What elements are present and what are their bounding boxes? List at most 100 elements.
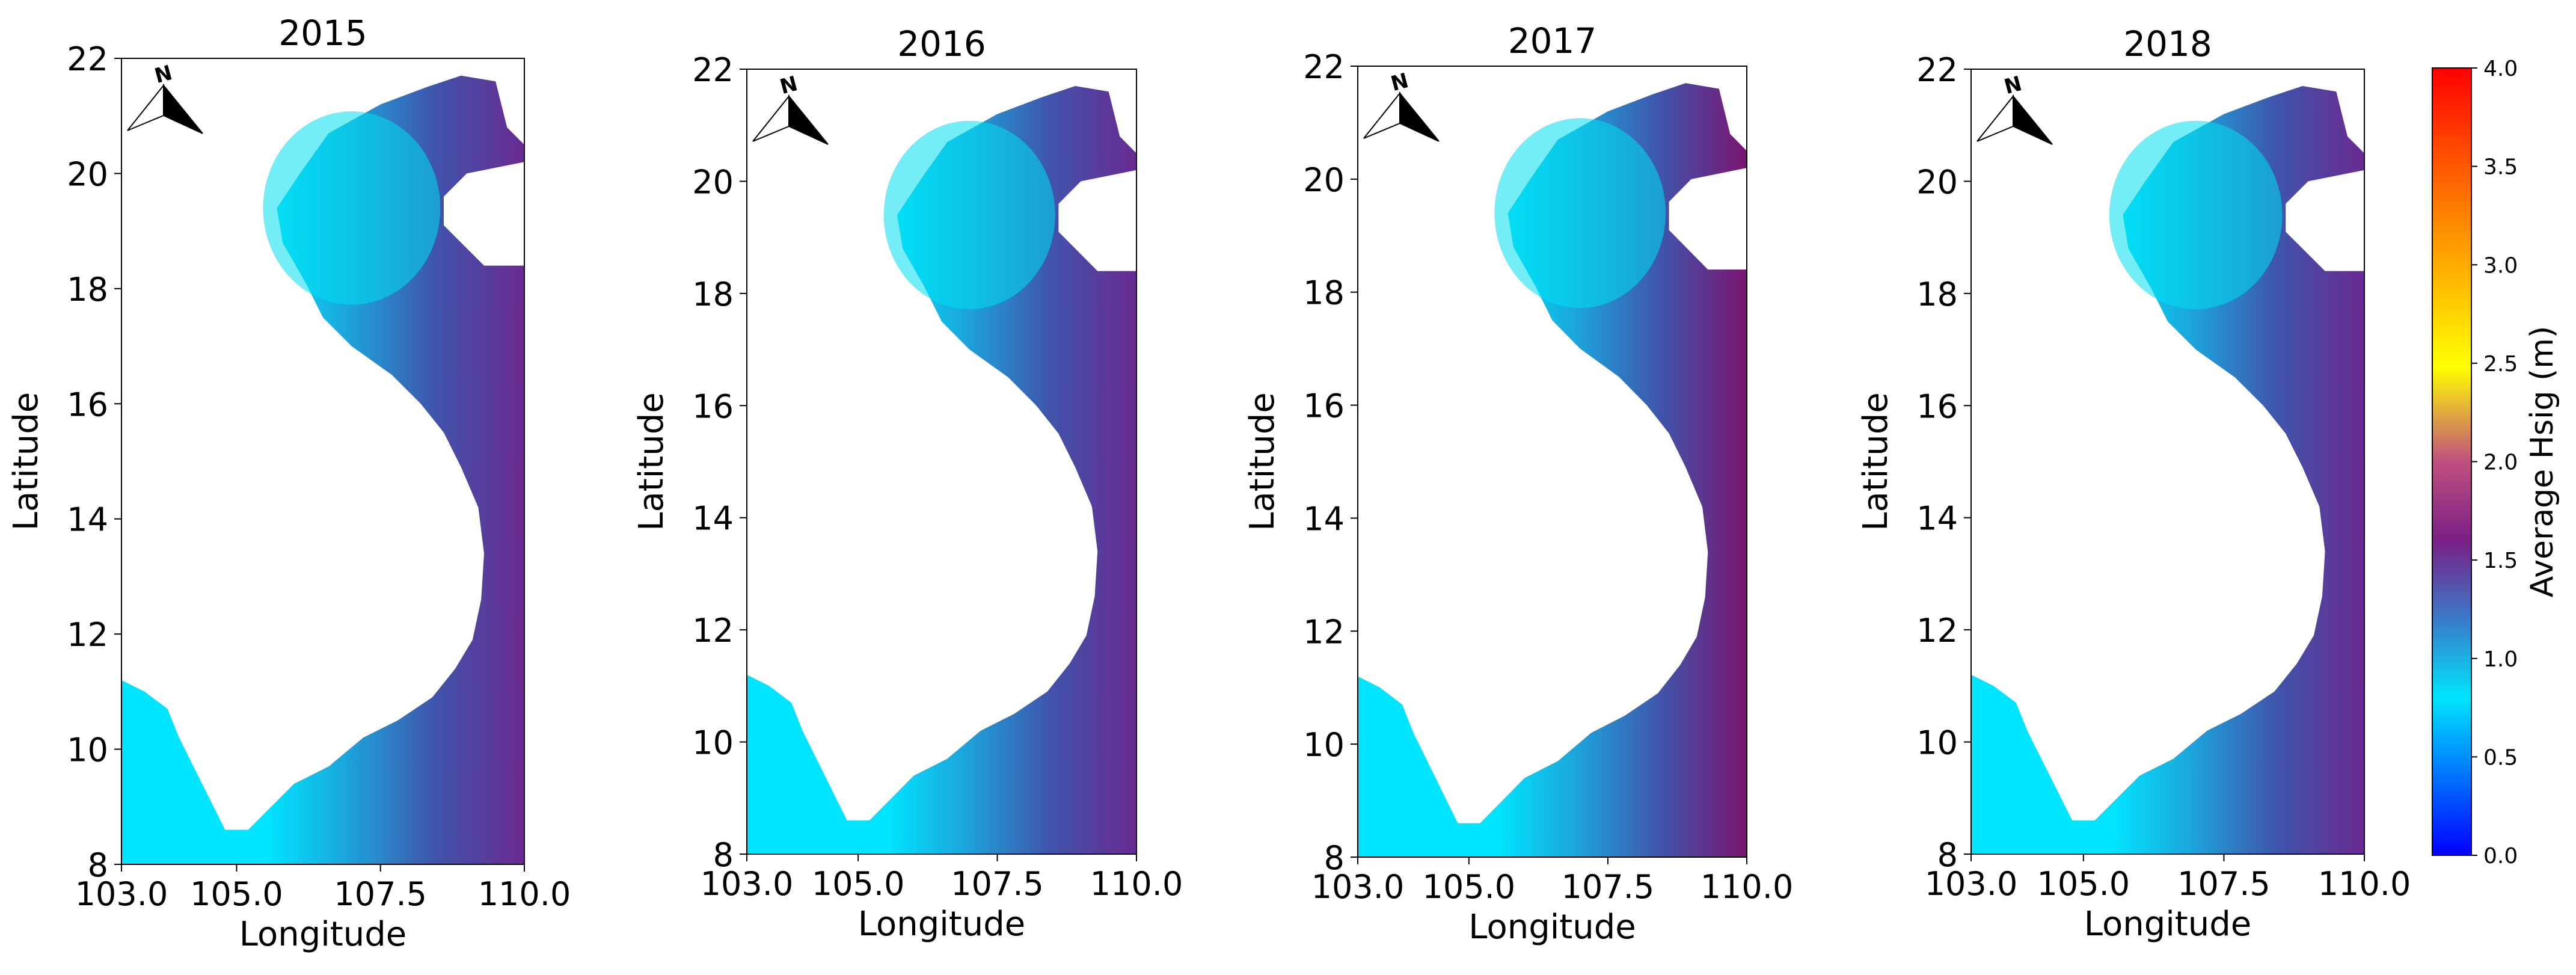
map-panel-2017: 2017 8 10 12 14 16 18 20 22 103.0 105.0 107.5 110.0 L…	[1243, 20, 1793, 947]
x-tick-label: 110.0	[1090, 865, 1183, 903]
colorbar-tick-label: 0.0	[2483, 844, 2518, 869]
hainan-island	[444, 162, 524, 266]
axes-frame	[1357, 66, 1747, 858]
sea-hsig-field	[1971, 85, 2364, 855]
y-tick-label: 16	[692, 387, 734, 425]
y-tick-label: 14	[1916, 500, 1958, 538]
colorbar-label: Average Hsig (m)	[2524, 326, 2560, 597]
y-tick-label: 10	[1916, 724, 1958, 762]
x-axis-label: Longitude	[1468, 908, 1636, 947]
colorbar-tick-label: 4.0	[2483, 57, 2518, 81]
sea-hsig-field	[121, 75, 524, 865]
y-tick-label: 10	[1303, 726, 1345, 764]
y-tick-label: 22	[1916, 51, 1958, 89]
y-tick-label: 16	[1916, 387, 1958, 425]
panel-title: 2016	[897, 23, 986, 64]
y-tick-label: 14	[67, 501, 108, 539]
x-tick-label: 110.0	[2318, 865, 2411, 903]
y-tick-label: 10	[67, 731, 108, 769]
colorbar-tick-label: 3.5	[2483, 155, 2518, 180]
x-axis-label: Longitude	[239, 915, 407, 954]
y-tick-label: 8	[88, 846, 108, 884]
y-axis-label: Latitude	[7, 392, 46, 531]
colorbar-tick-label: 3.0	[2483, 253, 2518, 278]
y-axis-label: Latitude	[632, 392, 671, 531]
y-tick-label: 14	[692, 500, 734, 538]
colorbar-tick-label: 1.5	[2483, 549, 2518, 573]
x-tick-label: 107.5	[334, 875, 427, 913]
map-panel-2018: 2018 8 10 12 14 16 18 20 22 103.0 105.0 107.5 110.0 L…	[1856, 23, 2411, 944]
north-arrow-icon: N	[1976, 72, 2053, 145]
axes-frame	[1970, 69, 2365, 855]
x-tick-label: 103.0	[75, 875, 168, 913]
x-tick-label: 110.0	[1700, 868, 1794, 906]
x-tick-label: 103.0	[1925, 865, 2018, 903]
y-tick-label: 12	[692, 612, 734, 650]
y-tick-label: 12	[67, 616, 108, 654]
colorbar: 0.0 0.5 1.0 1.5 2.0 2.5 3.0 3.5 4.0 Average Hsig …	[2432, 57, 2560, 869]
x-tick-label: 105.0	[190, 875, 283, 913]
x-tick-label: 107.5	[1562, 868, 1655, 906]
hainan-island	[1669, 168, 1747, 270]
x-tick-label: 105.0	[812, 865, 905, 903]
panel-title: 2018	[2123, 23, 2212, 64]
y-tick-label: 12	[1916, 612, 1958, 650]
panel-title: 2017	[1508, 20, 1597, 61]
sea-hsig-field	[747, 85, 1136, 855]
x-tick-label: 107.5	[2177, 865, 2271, 903]
colorbar-tick-label: 2.0	[2483, 451, 2518, 475]
tonkin-gulf-field	[1494, 118, 1666, 309]
hainan-island	[1058, 170, 1136, 271]
y-tick-label: 20	[692, 163, 734, 201]
north-arrow-icon: N	[752, 72, 829, 145]
y-tick-label: 20	[1916, 163, 1958, 201]
y-tick-label: 20	[1303, 161, 1345, 199]
y-tick-label: 16	[1303, 387, 1345, 425]
x-tick-label: 105.0	[2037, 865, 2130, 903]
y-tick-label: 18	[692, 275, 734, 313]
y-tick-label: 10	[692, 724, 734, 762]
y-tick-label: 22	[67, 40, 108, 78]
y-tick-label: 8	[1937, 836, 1958, 874]
x-tick-label: 103.0	[701, 865, 794, 903]
y-tick-label: 20	[67, 155, 108, 193]
x-axis-label: Longitude	[858, 905, 1026, 944]
y-axis-label: Latitude	[1856, 392, 1895, 531]
north-label: N	[1388, 69, 1411, 96]
y-tick-label: 18	[67, 271, 108, 309]
north-label: N	[2002, 72, 2025, 99]
x-tick-label: 105.0	[1423, 868, 1516, 906]
y-tick-label: 22	[692, 51, 734, 89]
y-axis-label: Latitude	[1243, 392, 1282, 531]
x-tick-label: 107.5	[951, 865, 1044, 903]
y-tick-label: 8	[1324, 839, 1345, 877]
axes-frame	[746, 69, 1137, 855]
colorbar-scale	[2432, 67, 2472, 856]
map-panel-2016: 2016 8 10 12 14 16 18 20 22 103.0 105.0 107.5 110.0 L…	[632, 23, 1183, 944]
x-tick-label: 110.0	[478, 875, 571, 913]
map-panel-2015: 2015 8 10 12 14 16 18 20 22 103.0 105.0 107.5 110.0 L…	[7, 13, 571, 954]
y-tick-label: 22	[1303, 48, 1345, 86]
panel-title: 2015	[278, 13, 367, 54]
sea-hsig-field	[1358, 83, 1747, 857]
tonkin-gulf-field	[883, 120, 1055, 309]
y-tick-label: 18	[1916, 275, 1958, 313]
hainan-island	[2286, 170, 2364, 271]
north-arrow-icon: N	[1363, 69, 1440, 142]
y-tick-label: 18	[1303, 274, 1345, 312]
x-tick-label: 103.0	[1311, 868, 1405, 906]
x-axis-label: Longitude	[2084, 905, 2252, 944]
axes-frame	[121, 58, 525, 865]
y-tick-label: 12	[1303, 613, 1345, 651]
colorbar-tick-label: 1.0	[2483, 647, 2518, 672]
y-tick-label: 8	[713, 836, 734, 874]
north-label: N	[152, 61, 175, 88]
y-tick-label: 16	[67, 386, 108, 423]
y-tick-label: 14	[1303, 500, 1345, 538]
tonkin-gulf-field	[2109, 120, 2283, 309]
tonkin-gulf-field	[263, 111, 441, 305]
colorbar-tick-label: 0.5	[2483, 745, 2518, 770]
north-label: N	[777, 72, 800, 99]
north-arrow-icon: N	[127, 61, 203, 134]
